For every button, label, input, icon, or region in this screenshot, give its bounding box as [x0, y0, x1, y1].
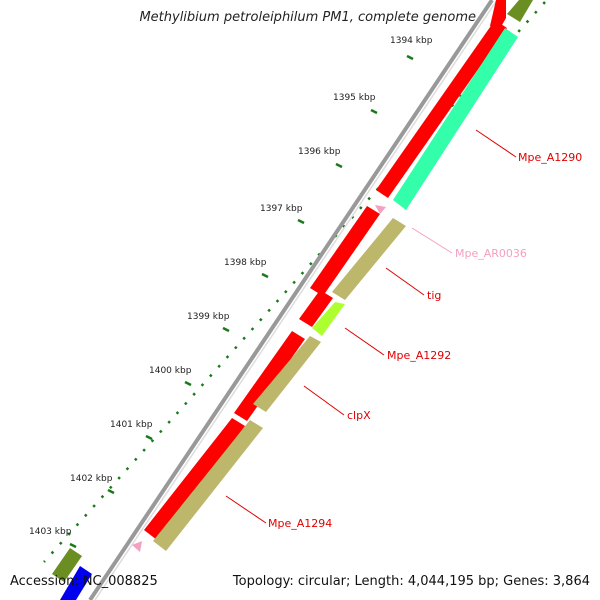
tick-label: 1401 kbp [110, 420, 153, 430]
gene-label: Mpe_A1294 [268, 517, 332, 530]
cog-feature [312, 302, 345, 336]
gene-label: Mpe_A1292 [387, 349, 451, 362]
cog-track [48, 0, 533, 600]
gene-label-leader [225, 495, 267, 524]
gene-label: tig [427, 289, 441, 302]
tick-mark [69, 542, 77, 549]
gene-label-leader [344, 327, 385, 356]
tick-mark [107, 488, 115, 495]
rrna-feature [132, 541, 142, 552]
tick-label: 1402 kbp [70, 474, 113, 484]
gene-label-leader [411, 227, 453, 254]
cds-feature [376, 20, 507, 198]
cog-feature [52, 548, 82, 582]
gene-label: Mpe_A1290 [518, 151, 582, 164]
map-title: Methylibium petroleiphilum PM1, complete… [139, 10, 476, 25]
backbone [88, 0, 498, 600]
cds-feature [144, 418, 245, 540]
tick-label: 1399 kbp [187, 312, 230, 322]
rrna-track [132, 205, 386, 552]
rrna-feature [375, 205, 386, 214]
tick-label: 1403 kbp [29, 527, 72, 537]
gene-label: Mpe_AR0036 [455, 247, 527, 260]
cog-feature [60, 566, 92, 600]
cds-track [144, 0, 507, 540]
gene-label-leader [385, 267, 425, 296]
tick-mark [335, 162, 343, 169]
cog-feature [332, 218, 406, 300]
gene-label-leader [303, 385, 345, 416]
tick-label: 1398 kbp [224, 258, 267, 268]
tick-label: 1400 kbp [149, 366, 192, 376]
tick-label: 1397 kbp [260, 204, 303, 214]
gene-label-leader [475, 129, 517, 158]
tick-layer: 1394 kbp 1395 kbp 1396 kbp 1397 kbp 1398 kbp… [29, 36, 433, 549]
tick-mark [406, 54, 414, 61]
topology-text: Topology: circular; Length: 4,044,195 bp… [232, 574, 590, 589]
cds-feature [310, 206, 380, 296]
tick-label: 1395 kbp [333, 93, 376, 103]
cog-feature [48, 576, 65, 590]
tick-label: 1396 kbp [298, 147, 341, 157]
tick-mark [370, 108, 378, 115]
tick-label: 1394 kbp [390, 36, 433, 46]
cog-feature [393, 28, 518, 210]
cds-feature [234, 331, 305, 421]
tick-mark [297, 218, 305, 225]
tick-mark [261, 272, 269, 279]
accession-text: Accession: NC_008825 [10, 574, 158, 589]
tick-mark [145, 434, 153, 441]
tick-mark [184, 380, 192, 387]
cog-feature [253, 336, 321, 412]
cog-feature [507, 0, 533, 22]
cds-feature [299, 290, 333, 327]
tick-mark [222, 326, 230, 333]
cog-feature [153, 420, 263, 551]
gene-label: clpX [347, 409, 371, 422]
